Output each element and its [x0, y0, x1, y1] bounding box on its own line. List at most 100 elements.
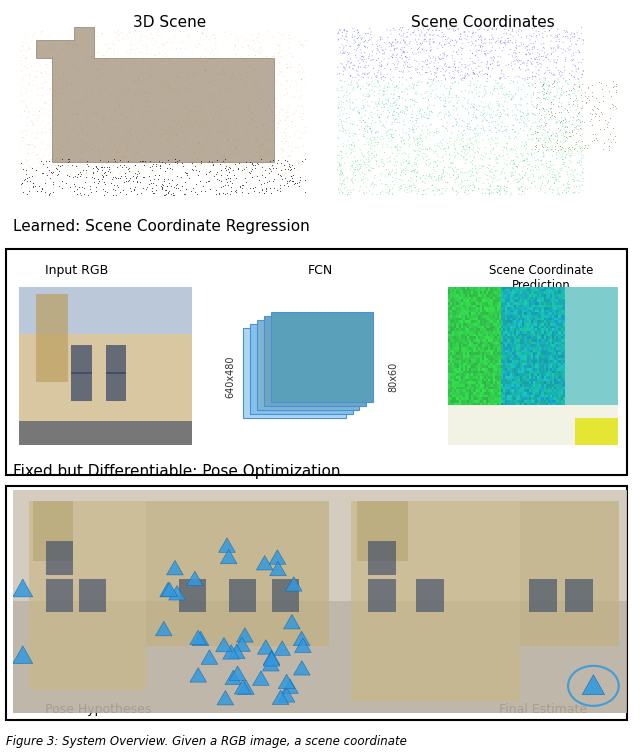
Point — [82, 54, 92, 66]
Point — [113, 76, 123, 88]
Point — [102, 164, 113, 176]
Point — [124, 51, 134, 63]
Point — [352, 39, 362, 51]
Point — [78, 159, 88, 171]
Bar — [146, 501, 329, 645]
Point — [486, 138, 496, 150]
Point — [198, 118, 208, 130]
Point — [99, 161, 109, 173]
Point — [132, 175, 142, 187]
Point — [577, 143, 588, 155]
Point — [88, 28, 99, 40]
Point — [436, 169, 447, 181]
Point — [496, 108, 506, 120]
Point — [534, 146, 544, 158]
Point — [466, 98, 476, 110]
Point — [358, 95, 368, 107]
Point — [289, 178, 300, 190]
Point — [171, 82, 181, 94]
Point — [459, 115, 469, 127]
Point — [479, 112, 490, 124]
Point — [123, 145, 133, 157]
Point — [243, 147, 253, 159]
Point — [141, 86, 152, 98]
Point — [144, 118, 154, 130]
Point — [538, 80, 548, 92]
Point — [81, 138, 91, 150]
Point — [404, 129, 414, 141]
Text: Final Estimate: Final Estimate — [499, 703, 588, 716]
Point — [489, 169, 499, 181]
Point — [97, 170, 108, 182]
Point — [240, 34, 250, 46]
Point — [555, 70, 565, 82]
Point — [364, 52, 374, 64]
Point — [401, 182, 411, 194]
Point — [536, 121, 546, 133]
Point — [367, 54, 377, 66]
Point — [79, 92, 89, 104]
Point — [419, 110, 429, 122]
Point — [593, 110, 604, 122]
Point — [157, 167, 168, 179]
Point — [396, 66, 406, 78]
Point — [233, 146, 243, 158]
Point — [444, 23, 454, 35]
Point — [52, 163, 63, 175]
Point — [244, 86, 255, 98]
Point — [111, 120, 121, 132]
Point — [101, 168, 111, 180]
Point — [208, 170, 218, 182]
Point — [494, 112, 504, 124]
Point — [88, 155, 99, 167]
Point — [17, 177, 28, 189]
Point — [381, 43, 391, 55]
Point — [362, 133, 372, 145]
Point — [447, 182, 458, 194]
Point — [430, 92, 440, 104]
Point — [19, 50, 29, 62]
Point — [515, 61, 525, 73]
Point — [456, 127, 467, 139]
Point — [283, 140, 293, 152]
Point — [398, 115, 408, 127]
Point — [356, 116, 367, 128]
Point — [251, 131, 261, 143]
Point — [220, 188, 230, 200]
Point — [17, 131, 27, 143]
Polygon shape — [257, 556, 273, 570]
Point — [184, 30, 195, 42]
Point — [451, 64, 461, 76]
Point — [420, 151, 431, 163]
Point — [559, 115, 569, 127]
Point — [88, 118, 99, 130]
Point — [99, 140, 109, 152]
Point — [390, 43, 400, 55]
Point — [398, 34, 408, 46]
Point — [548, 46, 558, 58]
Point — [507, 154, 517, 166]
Point — [333, 26, 344, 38]
Point — [453, 169, 463, 181]
Point — [67, 165, 77, 177]
Point — [54, 88, 65, 100]
Point — [76, 116, 86, 128]
Point — [236, 73, 246, 85]
Point — [214, 174, 224, 186]
Point — [183, 80, 193, 92]
Point — [551, 57, 561, 69]
Point — [404, 37, 415, 49]
Point — [138, 84, 148, 97]
Point — [168, 114, 178, 126]
Point — [175, 25, 186, 37]
Point — [113, 45, 123, 57]
Point — [605, 102, 615, 114]
Point — [401, 82, 411, 94]
Point — [547, 127, 557, 139]
Point — [472, 146, 483, 158]
Point — [336, 165, 346, 177]
Point — [296, 74, 307, 86]
Point — [22, 127, 33, 139]
Point — [160, 153, 170, 165]
Point — [44, 139, 54, 152]
